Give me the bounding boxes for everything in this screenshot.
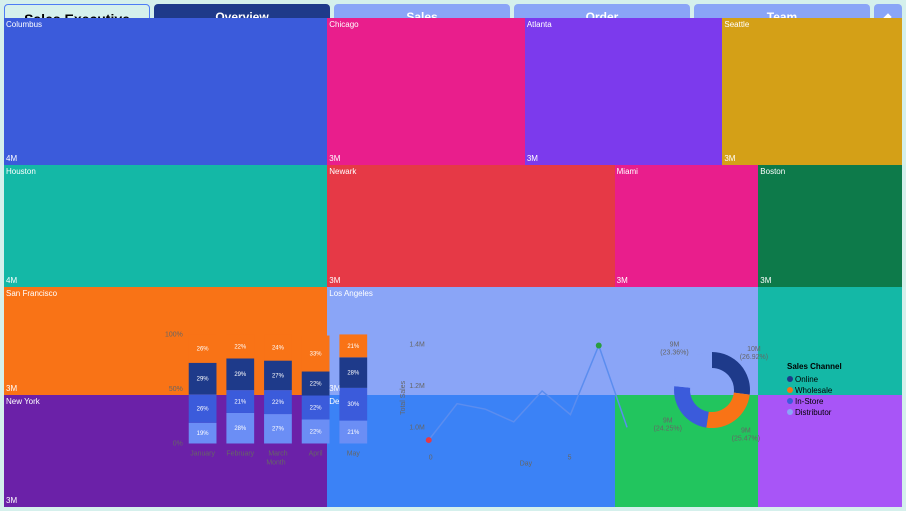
svg-text:1.2M: 1.2M <box>409 383 425 390</box>
svg-text:21%: 21% <box>234 399 247 405</box>
svg-text:(26.92%): (26.92%) <box>740 354 768 361</box>
svg-text:April: April <box>309 450 323 457</box>
donut-panel: Sales Channel wise Sales 10M(26.92%)9M(2… <box>644 294 883 467</box>
svg-text:24%: 24% <box>272 346 285 352</box>
svg-text:(25.47%): (25.47%) <box>732 436 760 443</box>
svg-text:Month: Month <box>266 459 285 466</box>
svg-text:19%: 19% <box>197 431 210 437</box>
svg-text:Day: Day <box>520 460 533 467</box>
svg-text:29%: 29% <box>234 372 247 378</box>
svg-text:30%: 30% <box>347 402 360 408</box>
svg-text:May: May <box>347 450 361 457</box>
svg-text:(24.25%): (24.25%) <box>654 425 682 432</box>
svg-text:0%: 0% <box>173 440 183 447</box>
svg-text:29%: 29% <box>197 377 210 383</box>
svg-text:22%: 22% <box>310 429 323 435</box>
donut-seg[interactable] <box>674 386 709 427</box>
svg-text:(23.36%): (23.36%) <box>660 349 688 356</box>
svg-text:March: March <box>268 450 287 457</box>
svg-text:100%: 100% <box>165 331 183 338</box>
svg-text:50%: 50% <box>169 386 183 393</box>
svg-text:10M: 10M <box>747 346 761 353</box>
tree-cell[interactable]: Columbus4M <box>4 18 327 165</box>
svg-text:21%: 21% <box>347 344 360 350</box>
svg-text:Total Sales: Total Sales <box>400 380 407 414</box>
svg-text:9M: 9M <box>670 341 680 348</box>
tree-cell[interactable]: Newark3M <box>327 165 614 287</box>
svg-text:5: 5 <box>568 454 572 461</box>
svg-text:February: February <box>226 450 254 457</box>
donut-legend: Sales ChannelOnlineWholesaleIn-StoreDist… <box>787 362 842 419</box>
svg-text:33%: 33% <box>310 352 323 358</box>
tree-cell[interactable]: Boston3M <box>758 165 902 287</box>
treemap-panel: City wise Sales Columbus4MChicago3MAtlan… <box>642 112 881 290</box>
svg-text:26%: 26% <box>197 407 210 413</box>
svg-text:27%: 27% <box>272 373 285 379</box>
svg-text:26%: 26% <box>197 347 210 353</box>
svg-text:28%: 28% <box>347 371 360 377</box>
tree-cell[interactable]: Chicago3M <box>327 18 525 165</box>
tree-cell[interactable]: Miami3M <box>615 165 759 287</box>
svg-text:0: 0 <box>429 454 433 461</box>
tree-cell[interactable]: Atlanta3M <box>525 18 723 165</box>
svg-text:1.4M: 1.4M <box>409 341 425 348</box>
main: OverviewSalesOrderTeam $ 6.63MJan Sales$… <box>154 4 902 507</box>
svg-text:22%: 22% <box>310 405 323 411</box>
svg-text:21%: 21% <box>347 430 360 436</box>
svg-text:9M: 9M <box>663 417 673 424</box>
donut-seg[interactable] <box>674 352 712 388</box>
donut-seg[interactable] <box>706 393 749 428</box>
svg-text:1.0M: 1.0M <box>409 425 425 432</box>
svg-text:22%: 22% <box>272 400 285 406</box>
svg-text:22%: 22% <box>234 344 247 350</box>
tree-cell[interactable]: Seattle3M <box>722 18 902 165</box>
svg-text:28%: 28% <box>234 426 247 432</box>
tree-cell[interactable]: Houston4M <box>4 165 327 287</box>
day-line[interactable] <box>429 346 627 441</box>
svg-text:27%: 27% <box>272 427 285 433</box>
svg-text:9M: 9M <box>741 428 751 435</box>
svg-text:22%: 22% <box>310 381 323 387</box>
svg-text:January: January <box>190 450 215 457</box>
